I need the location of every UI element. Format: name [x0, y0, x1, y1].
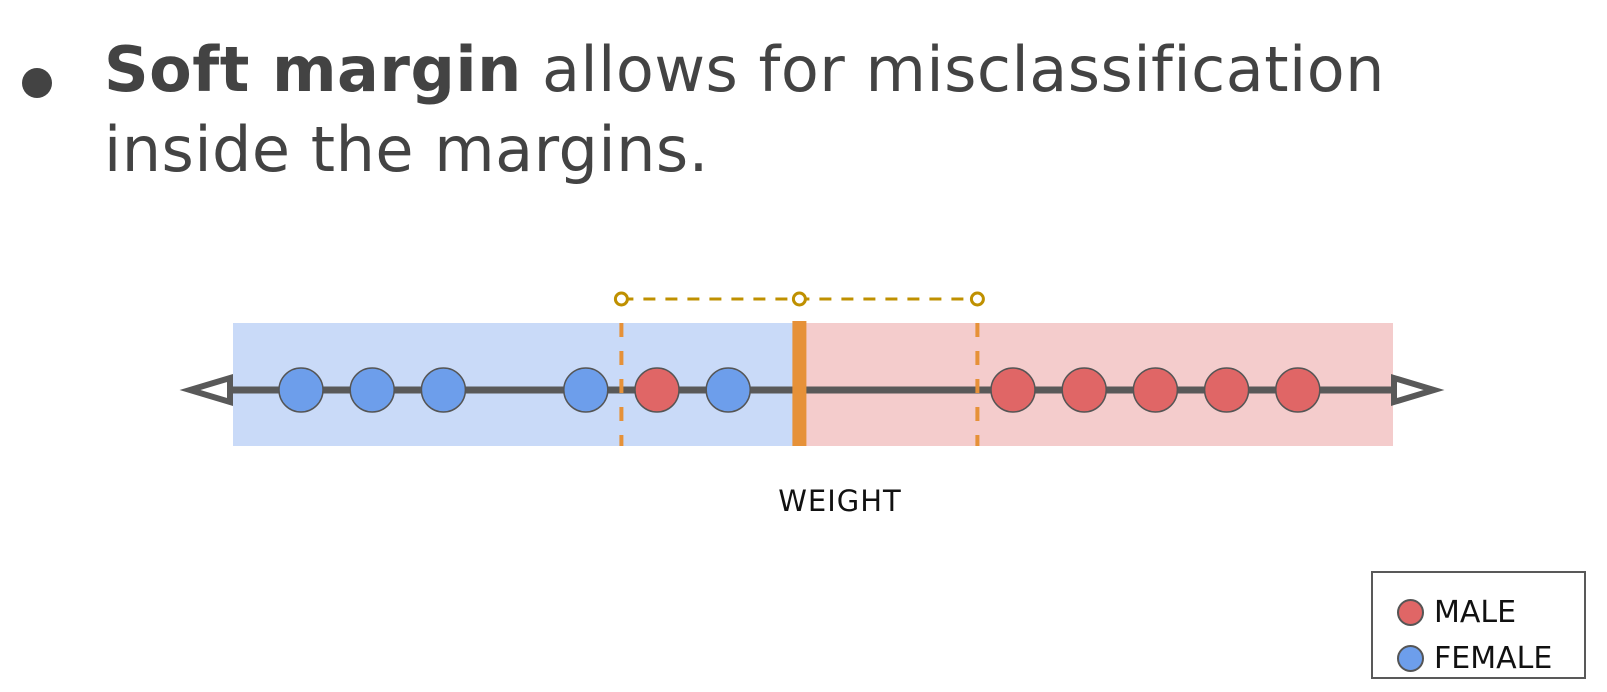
- legend-item-female: FEMALE: [1397, 635, 1584, 681]
- axis-arrow-right: [1391, 373, 1445, 407]
- margin-bracket-right-cap: [969, 291, 985, 307]
- male-point-3: [1061, 367, 1107, 413]
- legend-label-male: MALE: [1434, 594, 1517, 630]
- male-point-4: [1132, 367, 1179, 413]
- female-point-1: [278, 367, 324, 413]
- female-point-4: [563, 367, 609, 413]
- margin-bracket-left-cap: [613, 291, 629, 307]
- legend-swatch-female: [1397, 644, 1424, 672]
- bullet-item: Soft margin allows for misclassification…: [22, 30, 1524, 190]
- legend-label-female: FEMALE: [1434, 640, 1553, 676]
- male-point-2: [990, 367, 1036, 413]
- legend: MALE FEMALE: [1371, 571, 1586, 679]
- male-point-6: [1275, 367, 1321, 413]
- heading-bold: Soft margin: [104, 33, 522, 106]
- legend-swatch-male: [1397, 598, 1424, 626]
- male-point-5: [1203, 367, 1250, 413]
- male-point-1: [634, 367, 680, 413]
- axis-arrow-left: [179, 373, 233, 407]
- female-point-2: [349, 367, 395, 413]
- axis-label: WEIGHT: [778, 484, 902, 518]
- female-region: [233, 323, 800, 446]
- female-point-5: [705, 367, 751, 413]
- margin-bracket-center-cap: [791, 291, 807, 307]
- female-point-3: [420, 367, 467, 413]
- bullet-dot: [22, 68, 52, 98]
- legend-item-male: MALE: [1397, 589, 1584, 635]
- heading-rest: allows for misclassification inside the …: [104, 33, 1385, 186]
- heading-text: Soft margin allows for misclassification…: [104, 30, 1524, 190]
